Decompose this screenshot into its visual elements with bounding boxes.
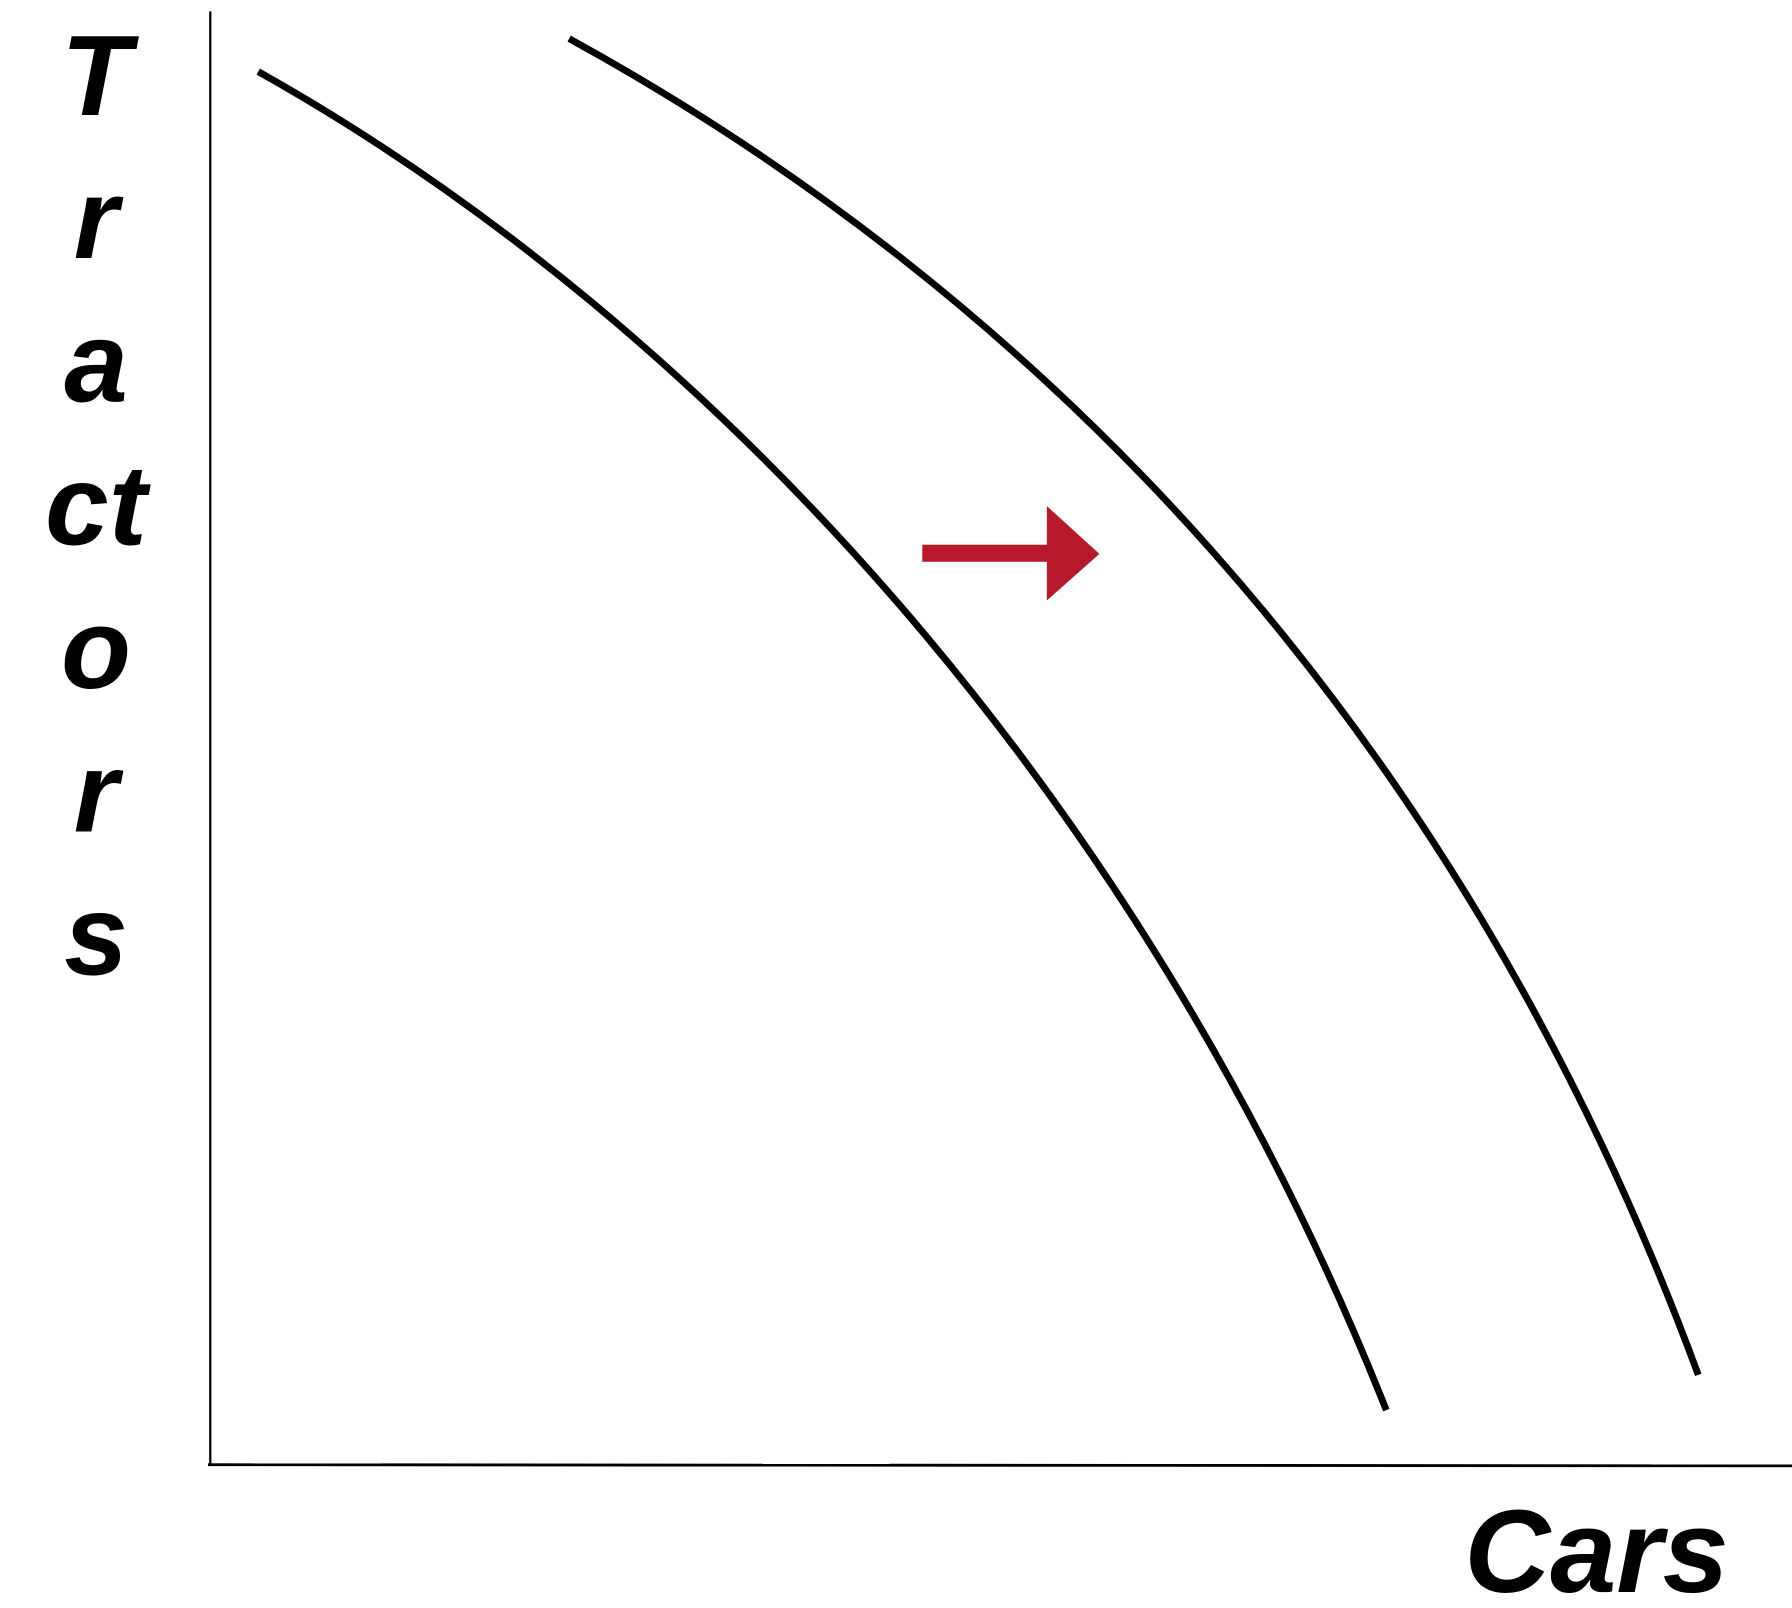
y-axis-label-letter: a <box>64 300 128 427</box>
arrow-shaft <box>922 544 1048 562</box>
x-axis <box>207 1463 1792 1468</box>
y-axis-label-letter: o <box>61 586 131 713</box>
x-axis-label: Cars <box>1464 1486 1728 1608</box>
y-axis-label-letter: r <box>74 156 124 283</box>
y-axis-label-letter: r <box>74 730 124 857</box>
y-axis-label-letter: T <box>61 13 139 140</box>
arrow-head <box>1046 506 1100 601</box>
ppf-curve-shifted <box>567 35 1702 1377</box>
shift-arrow <box>922 506 1100 601</box>
y-axis-label-letter: ct <box>45 443 151 570</box>
y-axis-label-letter: s <box>64 873 128 1000</box>
ppf-curve-original <box>256 68 1390 1412</box>
